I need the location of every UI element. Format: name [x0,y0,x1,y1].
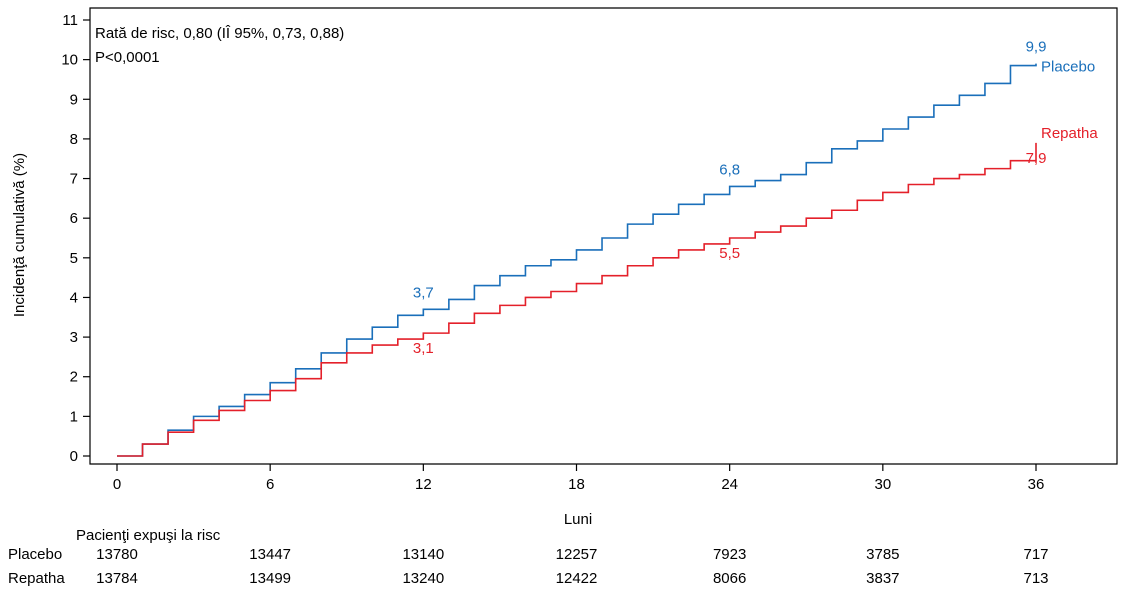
risk-table: Pacienţi expuşi la risc Placebo Repatha … [8,527,1049,587]
y-tick-label: 2 [70,369,78,386]
risk-value-repatha: 12422 [556,570,598,587]
y-tick-label: 0 [70,448,78,465]
y-tick-label: 11 [62,12,78,29]
y-tick-label: 10 [61,52,78,69]
y-tick-label: 7 [70,171,78,188]
risk-value-repatha: 3837 [866,570,899,587]
risk-value-placebo: 7923 [713,546,746,563]
x-tick-label: 6 [266,476,274,493]
hazard-ratio-annotation: Rată de risc, 0,80 (IÎ 95%, 0,73, 0,88) [95,25,344,42]
x-tick-label: 0 [113,476,121,493]
y-tick-label: 8 [70,131,78,148]
risk-row-label-placebo: Placebo [8,546,62,563]
series-name-placebo: Placebo [1041,59,1095,76]
risk-value-repatha: 713 [1023,570,1048,587]
risk-value-repatha: 13240 [402,570,444,587]
x-tick-label: 18 [568,476,585,493]
point-label-placebo: 9,9 [1026,39,1047,56]
plot-frame [89,7,1118,465]
plot-border [89,7,1118,465]
labels-layer: 3,7 6,8 9,9 Placebo 3,1 5,5 7,9 Repatha [413,39,1098,358]
y-tick-label: 4 [70,289,78,306]
risk-value-placebo: 13140 [402,546,444,563]
y-tick-label: 1 [70,408,78,425]
risk-value-placebo: 13447 [249,546,291,563]
x-tick-label: 36 [1028,476,1045,493]
y-axis: 0 1 2 3 4 5 6 7 8 9 10 11 [61,12,90,465]
series-name-repatha: Repatha [1041,125,1098,142]
y-tick-label: 6 [70,210,78,227]
y-tick-label: 9 [70,91,78,108]
series-layer [117,63,1037,457]
y-axis-title: Incidenţă cumulativă (%) [11,153,28,317]
risk-row-label-repatha: Repatha [8,570,65,587]
point-label-placebo: 3,7 [413,284,434,301]
series-line-placebo [117,63,1037,457]
y-tick-label: 3 [70,329,78,346]
risk-value-placebo: 13780 [96,546,138,563]
risk-value-placebo: 12257 [556,546,598,563]
risk-value-repatha: 13499 [249,570,291,587]
x-tick-label: 24 [721,476,738,493]
x-tick-label: 30 [874,476,891,493]
x-tick-label: 12 [415,476,432,493]
risk-value-placebo: 717 [1023,546,1048,563]
series-line-repatha [117,142,1037,457]
risk-value-repatha: 13784 [96,570,138,587]
point-label-placebo: 6,8 [719,161,740,178]
point-label-repatha: 7,9 [1026,150,1047,167]
x-axis: 0 6 12 18 24 30 36 [113,464,1045,493]
point-label-repatha: 5,5 [719,245,740,262]
risk-table-title: Pacienţi expuşi la risc [76,527,221,544]
risk-value-repatha: 8066 [713,570,746,587]
p-value-annotation: P<0,0001 [95,49,160,66]
x-axis-title: Luni [564,511,592,528]
point-label-repatha: 3,1 [413,340,434,357]
y-tick-label: 5 [70,250,78,267]
risk-value-placebo: 3785 [866,546,899,563]
